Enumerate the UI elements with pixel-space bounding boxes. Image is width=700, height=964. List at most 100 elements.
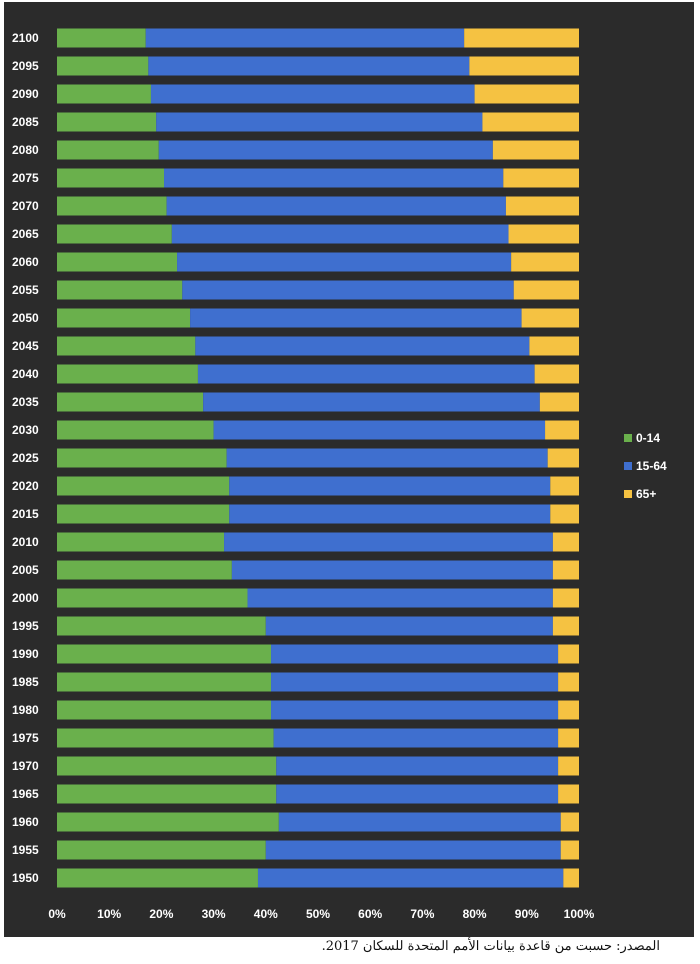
- y-tick-label: 1965: [12, 787, 39, 801]
- x-tick-label: 70%: [410, 907, 434, 921]
- bar-segment: [552, 532, 579, 552]
- bar-segment: [57, 476, 230, 496]
- bar-segment: [508, 224, 579, 244]
- y-tick-label: 2055: [12, 283, 39, 297]
- bar-segment: [552, 588, 579, 608]
- bar-segment: [469, 56, 579, 76]
- bar-segment: [164, 168, 504, 188]
- bar-segment: [57, 84, 151, 104]
- x-tick-label: 30%: [202, 907, 226, 921]
- bar-segment: [558, 728, 579, 748]
- bar-segment: [539, 392, 579, 412]
- bar-segment: [271, 644, 559, 664]
- bar-segment: [558, 672, 579, 692]
- bar-segment: [57, 140, 159, 160]
- bar-segment: [529, 336, 579, 356]
- legend-label: 65+: [636, 487, 656, 501]
- bar-segment: [545, 420, 579, 440]
- bar-segment: [171, 224, 509, 244]
- x-tick-label: 0%: [48, 907, 66, 921]
- bar-segment: [57, 392, 204, 412]
- bar-segment: [558, 644, 579, 664]
- bar-segment: [521, 308, 579, 328]
- bar-segment: [505, 196, 579, 216]
- y-tick-label: 2050: [12, 311, 39, 325]
- bar-segment: [158, 140, 493, 160]
- bar-segment: [57, 56, 149, 76]
- bar-segment: [156, 112, 483, 132]
- bar-segment: [464, 28, 579, 48]
- y-tick-label: 2030: [12, 423, 39, 437]
- y-tick-label: 2090: [12, 87, 39, 101]
- x-tick-label: 50%: [306, 907, 330, 921]
- bar-segment: [57, 728, 274, 748]
- y-tick-label: 1985: [12, 675, 39, 689]
- y-tick-label: 2100: [12, 31, 39, 45]
- bar-segment: [482, 112, 579, 132]
- y-tick-label: 2095: [12, 59, 39, 73]
- bar-segment: [57, 112, 157, 132]
- bar-segment: [195, 336, 530, 356]
- y-tick-label: 2045: [12, 339, 39, 353]
- bar-segment: [560, 840, 579, 860]
- bar-segment: [57, 840, 266, 860]
- bar-segment: [57, 700, 272, 720]
- bars-group: [57, 28, 579, 888]
- y-tick-label: 2035: [12, 395, 39, 409]
- bar-segment: [563, 868, 579, 888]
- bar-segment: [271, 672, 559, 692]
- legend-swatch: [624, 462, 632, 470]
- bar-segment: [271, 700, 559, 720]
- y-tick-label: 2005: [12, 563, 39, 577]
- bar-segment: [57, 448, 227, 468]
- bar-segment: [57, 812, 279, 832]
- bar-segment: [190, 308, 522, 328]
- y-tick-label: 1970: [12, 759, 39, 773]
- y-tick-label: 2085: [12, 115, 39, 129]
- bar-segment: [547, 448, 579, 468]
- bar-segment: [513, 280, 579, 300]
- bar-segment: [57, 504, 230, 524]
- bar-segment: [57, 252, 178, 272]
- bar-segment: [166, 196, 506, 216]
- y-tick-label: 2065: [12, 227, 39, 241]
- y-tick-label: 1995: [12, 619, 39, 633]
- bar-segment: [492, 140, 579, 160]
- bar-segment: [213, 420, 546, 440]
- y-tick-label: 2025: [12, 451, 39, 465]
- legend-swatch: [624, 434, 632, 442]
- chart-frame: 2100 2095 2090 2085 2080 2075 2070 2065 2060 2055…: [4, 2, 694, 937]
- bar-segment: [148, 56, 470, 76]
- bar-segment: [57, 280, 183, 300]
- bar-segment: [57, 644, 272, 664]
- bar-segment: [57, 868, 258, 888]
- y-tick-label: 2020: [12, 479, 39, 493]
- bar-segment: [265, 840, 561, 860]
- bar-segment: [57, 588, 248, 608]
- bar-segment: [57, 672, 272, 692]
- x-axis-labels: 0% 10% 20% 30% 40% 50% 60% 70% 80% 90% 100%: [48, 907, 594, 921]
- bar-segment: [57, 224, 172, 244]
- x-tick-label: 60%: [358, 907, 382, 921]
- bar-segment: [57, 420, 214, 440]
- y-tick-label: 2060: [12, 255, 39, 269]
- bar-segment: [550, 476, 579, 496]
- y-tick-label: 2070: [12, 199, 39, 213]
- bar-segment: [177, 252, 512, 272]
- bar-segment: [57, 196, 167, 216]
- y-tick-label: 1960: [12, 815, 39, 829]
- bar-segment: [550, 504, 579, 524]
- y-tick-label: 1980: [12, 703, 39, 717]
- bar-segment: [560, 812, 579, 832]
- bar-segment: [57, 784, 277, 804]
- bar-segment: [57, 616, 266, 636]
- bar-segment: [57, 28, 146, 48]
- bar-segment: [278, 812, 561, 832]
- bar-segment: [182, 280, 514, 300]
- bar-segment: [57, 364, 198, 384]
- bar-segment: [150, 84, 475, 104]
- y-tick-label: 1975: [12, 731, 39, 745]
- stacked-bar-chart: 2100 2095 2090 2085 2080 2075 2070 2065 2060 2055…: [12, 28, 667, 921]
- bar-segment: [558, 700, 579, 720]
- bar-segment: [247, 588, 553, 608]
